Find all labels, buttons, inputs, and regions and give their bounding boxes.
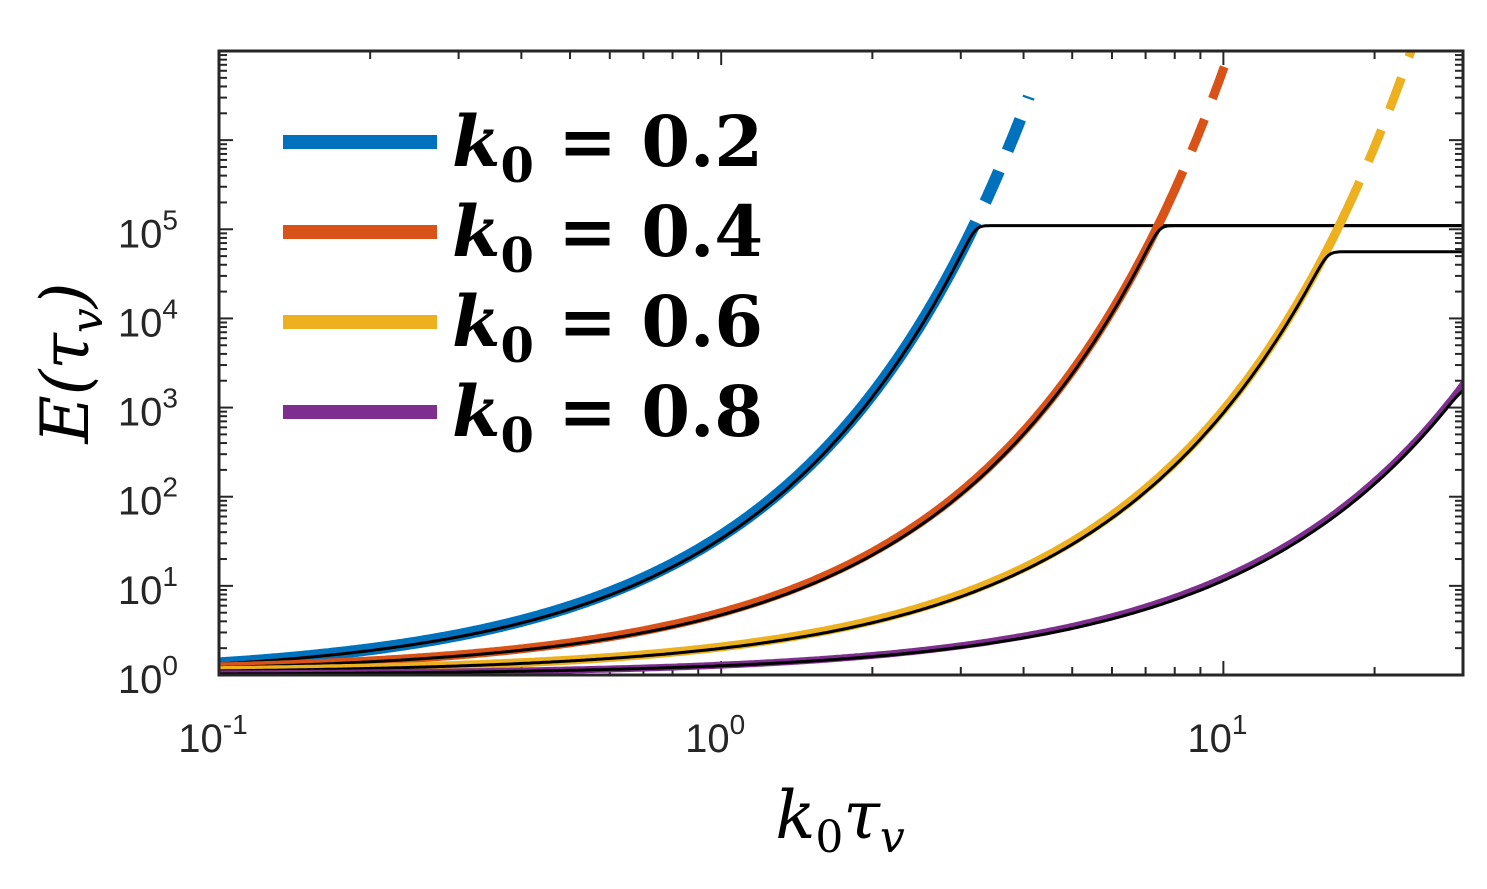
x-tick-label: 101	[1187, 709, 1247, 761]
x-axis-label: k0τv	[775, 777, 905, 863]
y-axis-label: E(τv)	[27, 282, 113, 444]
legend-label: k0 = 0.2	[452, 100, 763, 194]
y-tick-label: 104	[118, 293, 178, 345]
y-tick-label: 100	[118, 650, 178, 702]
y-tick-label: 102	[118, 472, 178, 524]
reference-curve	[219, 224, 1463, 666]
x-tick-label: 10-1	[178, 709, 247, 761]
y-tick-label: 105	[118, 204, 178, 256]
legend: k0 = 0.2k0 = 0.4k0 = 0.6k0 = 0.8	[283, 100, 763, 464]
x-tick-labels: 10-1 100 101	[178, 709, 1247, 761]
plot-area	[219, 51, 1463, 675]
legend-label: k0 = 0.4	[452, 190, 763, 284]
series-line-dashed	[1165, 51, 1235, 204]
plot-frame	[217, 49, 1465, 677]
series-line-dashed	[955, 94, 1035, 256]
reference-curve	[219, 250, 1463, 673]
series-line-dashed	[1341, 51, 1416, 215]
series-line-solid	[219, 208, 1350, 675]
svg-text:E(τv): E(τv)	[27, 282, 113, 444]
y-tick-label: 103	[118, 383, 178, 435]
reference-curve	[219, 389, 1463, 675]
y-tick-labels: 100 101 102 103 104 105	[118, 204, 178, 702]
x-tick-label: 100	[685, 709, 745, 761]
reference-curve	[219, 224, 1463, 669]
legend-label: k0 = 0.6	[452, 280, 763, 374]
y-tick-label: 101	[118, 561, 178, 613]
legend-label: k0 = 0.8	[452, 370, 763, 464]
